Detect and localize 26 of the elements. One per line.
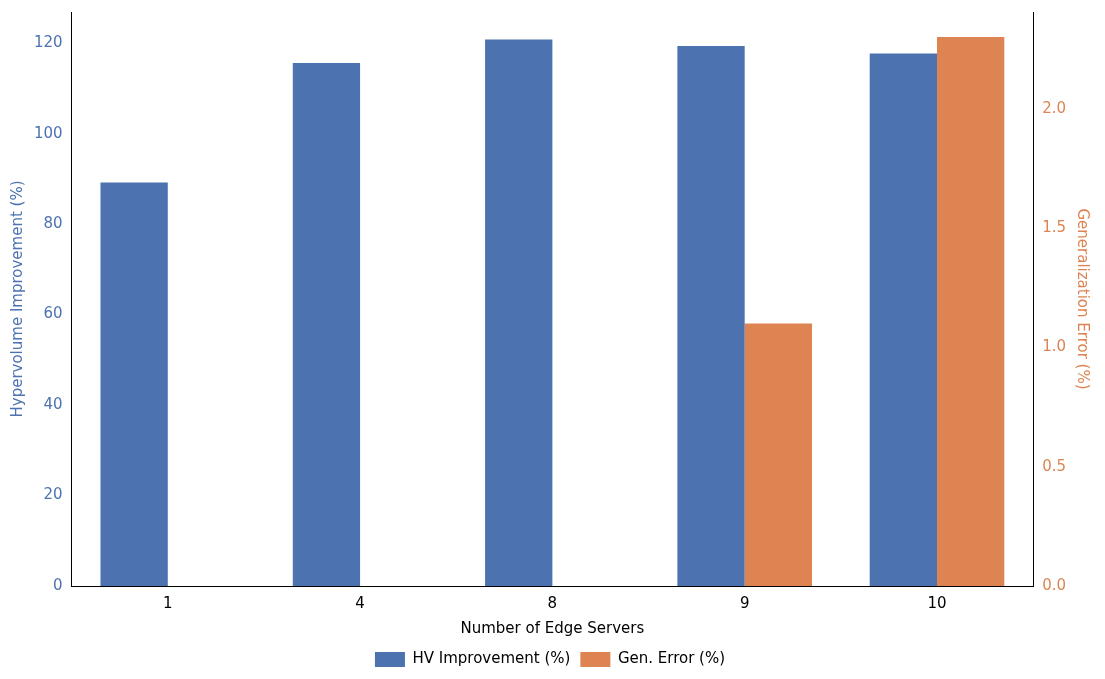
y-tick-label: 80: [43, 214, 63, 233]
y-tick-label: 40: [43, 394, 63, 413]
x-axis-title: Number of Edge Servers: [460, 618, 645, 637]
y2-tick-label: 0.5: [1042, 456, 1066, 475]
y2-axis-title: Generalization Error (%): [1074, 208, 1093, 390]
y2-tick-label: 2.0: [1042, 98, 1066, 117]
bar: [485, 39, 553, 586]
y2-tick-label: 1.5: [1042, 217, 1066, 236]
x-tick-label: 1: [163, 593, 173, 612]
y2-tick-label: 1.0: [1042, 337, 1066, 356]
x-tick-label: 10: [927, 593, 947, 612]
legend-label: HV Improvement (%): [412, 649, 571, 668]
y2-tick-label: 0.0: [1042, 575, 1066, 594]
y-tick-label: 100: [33, 123, 63, 142]
y-tick-label: 20: [43, 485, 63, 504]
y-axis-title: Hypervolume Improvement (%): [7, 180, 26, 418]
bar: [292, 63, 361, 586]
legend-label: Gen. Error (%): [617, 649, 726, 668]
y-tick-label: 60: [43, 304, 63, 323]
bar: [100, 182, 168, 586]
bar: [677, 45, 745, 586]
y-tick-label: 120: [33, 33, 63, 52]
x-tick-label: 4: [355, 593, 365, 612]
x-tick-label: 9: [739, 593, 750, 612]
x-tick-label: 8: [547, 593, 558, 612]
y-tick-label: 0: [53, 575, 63, 594]
